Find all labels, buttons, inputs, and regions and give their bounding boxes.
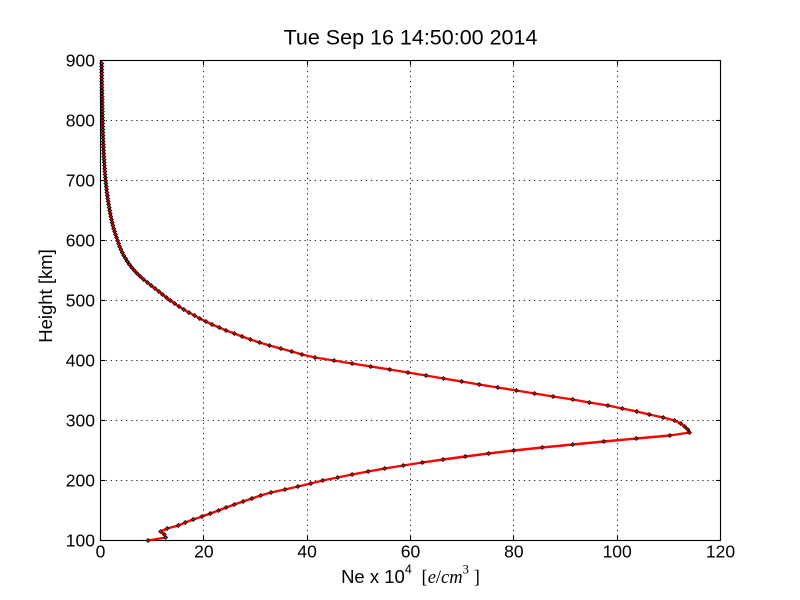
- svg-text:400: 400: [66, 351, 95, 371]
- svg-text:100: 100: [603, 542, 632, 562]
- svg-text:300: 300: [66, 411, 95, 431]
- svg-text:80: 80: [504, 542, 524, 562]
- svg-text:800: 800: [66, 111, 95, 131]
- svg-text:120: 120: [706, 542, 735, 562]
- svg-text:Height [km]: Height [km]: [35, 249, 56, 343]
- svg-text:600: 600: [66, 231, 95, 251]
- svg-text:500: 500: [66, 291, 95, 311]
- svg-text:Ne x 104 [e/cm3 ]: Ne x 104 [e/cm3 ]: [341, 563, 480, 589]
- svg-text:Tue Sep 16 14:50:00 2014: Tue Sep 16 14:50:00 2014: [284, 26, 538, 50]
- svg-text:900: 900: [66, 51, 95, 71]
- svg-text:200: 200: [66, 471, 95, 491]
- svg-text:100: 100: [66, 531, 95, 551]
- svg-text:20: 20: [194, 542, 214, 562]
- svg-text:60: 60: [401, 542, 421, 562]
- svg-text:700: 700: [66, 171, 95, 191]
- svg-text:40: 40: [297, 542, 317, 562]
- svg-text:0: 0: [96, 542, 106, 562]
